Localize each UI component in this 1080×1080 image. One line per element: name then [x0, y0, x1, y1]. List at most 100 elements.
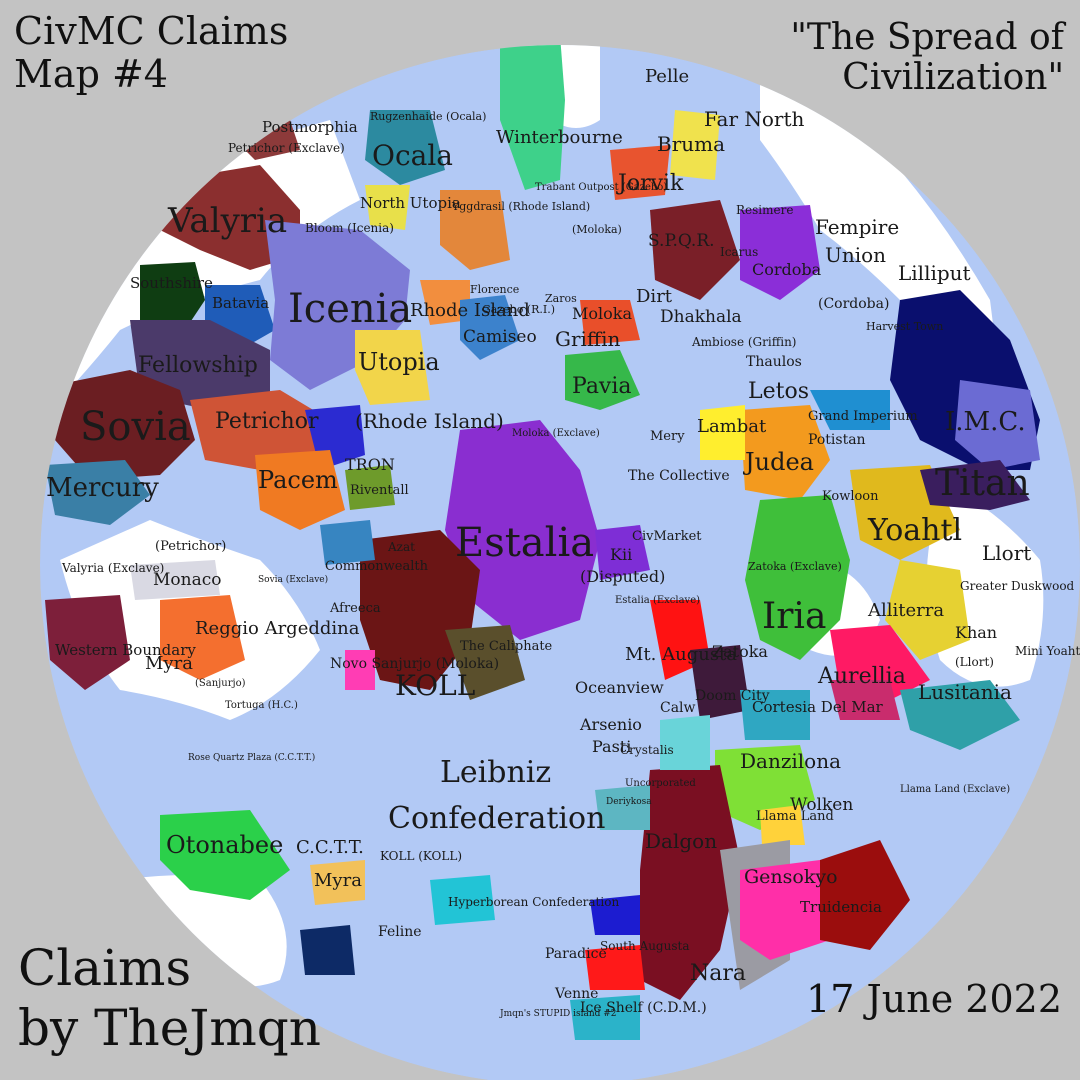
label-deriykosa: Deriykosa [606, 797, 652, 807]
label-jorvik: Jorvik [616, 171, 684, 196]
label-southshire: Southshire [130, 274, 213, 292]
label-grand-imperium: Grand Imperium [808, 409, 918, 424]
label-utopia: Utopia [358, 348, 440, 376]
label-tron: TRON [345, 455, 395, 474]
label-truidencia: Truidencia [800, 898, 882, 916]
label-moloka: Moloka [572, 304, 632, 323]
label-fellowship: Fellowship [138, 353, 258, 378]
label-hyperborean: Hyperborean Confederation [448, 895, 619, 909]
label-crystalis: Crystalis [620, 743, 674, 757]
label-commonwealth: Commonwealth [325, 559, 429, 574]
label-zatoka: Zatoka [712, 642, 768, 661]
label-llama-land-exclave: Llama Land (Exclave) [900, 784, 1010, 795]
label-otonabee: Otonabee [166, 831, 283, 859]
label-cordoba-paren: (Cordoba) [818, 296, 889, 312]
label-rose-quartz: Rose Quartz Plaza (C.C.T.T.) [188, 752, 315, 763]
label-koll: KOLL [395, 669, 475, 702]
label-uncorporated: Uncorporated [625, 778, 696, 789]
map-subtitle: "The Spread of Civilization" [790, 17, 1064, 99]
label-spqr: S.P.Q.R. [648, 231, 715, 251]
label-yggdrasil: Yggdrasil (Rhode Island) [451, 200, 590, 213]
label-letos: Letos [748, 379, 809, 404]
label-the-collective: The Collective [628, 468, 730, 484]
label-bloom: Bloom (Icenia) [305, 221, 394, 235]
map-labels: Valyria Southshire Batavia Icenia Fellow… [46, 66, 1080, 1019]
label-ice-shelf: Ice Shelf (C.D.M.) [580, 1000, 707, 1016]
label-the-caliphate: The Caliphate [460, 639, 553, 654]
label-feline: Feline [378, 924, 422, 940]
label-winterbourne: Winterbourne [496, 127, 623, 148]
label-imc: I.M.C. [945, 407, 1026, 437]
label-griffin: Griffin [555, 327, 621, 351]
label-lambat: Lambat [697, 416, 767, 437]
label-monaco: Monaco [153, 570, 221, 590]
label-yoahtl: Yoahtl [867, 513, 962, 548]
label-potistan: Potistan [808, 432, 866, 448]
label-oceanview: Oceanview [575, 678, 664, 697]
label-fempire: Fempire [815, 215, 899, 239]
label-dalgon: Dalgon [645, 829, 717, 853]
label-reggio: Reggio Argeddina [195, 618, 360, 639]
label-icarus: Icarus [720, 245, 758, 259]
label-mt-augusta: Mt. Augusta [625, 644, 737, 665]
label-bruma: Bruma [657, 132, 725, 156]
label-paradice: Paradice [545, 946, 607, 962]
label-sovia-exclave: Sovia (Exclave) [258, 574, 328, 585]
label-estalia: Estalia [455, 520, 594, 566]
label-civmarket: CivMarket [632, 529, 702, 544]
label-valyria-exclave: Valyria (Exclave) [61, 561, 164, 575]
world-disc [40, 45, 1080, 1080]
label-north-utopia: North Utopia [360, 194, 461, 212]
label-petrichor-exclave: Petrichor (Exclave) [228, 141, 345, 155]
label-llort: Llort [982, 541, 1031, 565]
label-wolken: Wolken [790, 795, 853, 815]
credit-line-2: by TheJmqn [18, 999, 321, 1057]
label-gensokyo: Gensokyo [744, 866, 838, 888]
label-valyria: Valyria [167, 201, 287, 241]
label-cctt: C.C.T.T. [296, 837, 364, 858]
label-gazebo: Gazebo (R.I.) [482, 303, 555, 316]
label-harvest-town: Harvest Town [866, 320, 943, 333]
label-alliterra: Alliterra [867, 600, 944, 621]
label-cordoba: Cordoba [752, 260, 822, 279]
label-pavia: Pavia [572, 374, 632, 399]
label-llama-land: Llama Land [756, 809, 834, 824]
label-judea: Judea [742, 448, 814, 476]
credit-line-1: Claims [18, 939, 192, 997]
label-ocala: Ocala [372, 139, 453, 172]
label-kowloon: Kowloon [822, 489, 879, 504]
label-khan: Khan [955, 623, 997, 642]
label-titan: Titan [935, 463, 1030, 504]
label-dirt: Dirt [636, 286, 673, 307]
label-florence: Florence [470, 283, 519, 296]
label-myra-south: Myra [314, 870, 362, 891]
label-lusitania: Lusitania [918, 680, 1012, 704]
map-title: CivMC Claims Map #4 [14, 10, 288, 95]
label-cortesia: Cortesia Del Mar [752, 698, 884, 716]
label-western-boundary: Western Boundary [55, 641, 196, 659]
label-disputed: (Disputed) [580, 567, 665, 586]
label-pacem: Pacem [258, 466, 338, 494]
label-confederation: Confederation [388, 801, 605, 836]
label-leibniz: Leibniz [440, 755, 551, 790]
label-resimere: Resimere [736, 203, 793, 217]
label-sanjurjo-small: (Sanjurjo) [195, 678, 246, 689]
label-koll-south: KOLL (KOLL) [380, 849, 462, 863]
label-union: Union [825, 243, 886, 267]
label-petrichor-paren: (Petrichor) [155, 539, 226, 554]
title-line-1: CivMC Claims [14, 9, 289, 53]
label-myra: Myra [145, 653, 193, 674]
label-pelle: Pelle [645, 66, 689, 87]
label-azat: Azat [387, 540, 415, 554]
label-petrichor: Petrichor [215, 409, 319, 434]
label-dhakhala: Dhakhala [660, 307, 742, 327]
label-venne: Venne [554, 986, 598, 1002]
label-rugzenhaide: Rugzenhaide (Ocala) [370, 110, 486, 123]
label-pasti: Pasti [592, 737, 631, 756]
label-riventall: Riventall [350, 483, 409, 498]
label-batavia: Batavia [212, 294, 269, 312]
label-mercury: Mercury [46, 473, 159, 503]
label-far-north: Far North [704, 107, 805, 131]
label-sovia: Sovia [80, 404, 191, 450]
